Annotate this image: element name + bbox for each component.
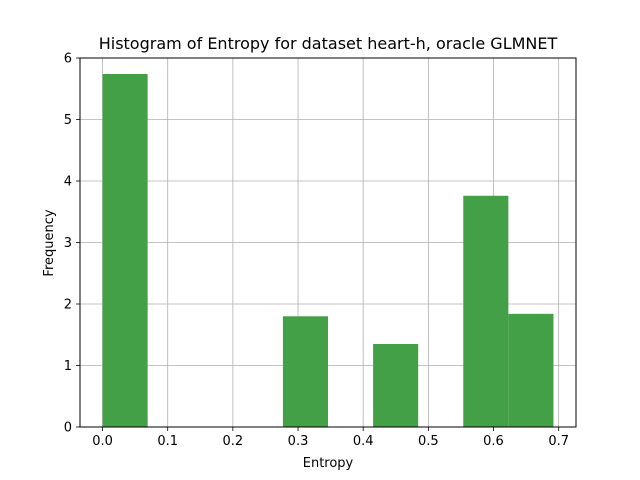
x-tick-label: 0.2 [223,434,244,449]
y-tick-label: 2 [64,298,72,313]
histogram-bar [508,313,554,427]
y-tick-label: 5 [64,113,72,128]
x-tick-label: 0.6 [483,434,504,449]
x-axis-title: Entropy [303,456,354,471]
x-tick-label: 0.0 [92,434,113,449]
histogram-bar [282,316,328,427]
y-tick-label: 3 [64,236,72,251]
bars [102,73,554,428]
y-tick-label: 0 [64,421,72,436]
y-tick-label: 6 [64,52,72,67]
histogram-bar [102,73,148,428]
x-tick-label: 0.5 [418,434,439,449]
x-tick-label: 0.1 [157,434,178,449]
y-tick-label: 1 [64,359,72,374]
x-tick-label: 0.7 [548,434,569,449]
x-tick-label: 0.4 [353,434,374,449]
histogram-bar [373,343,419,427]
chart-title: Histogram of Entropy for dataset heart-h… [99,34,558,53]
histogram-bar [463,195,509,427]
x-tick-label: 0.3 [288,434,309,449]
y-axis: 0 1 2 3 4 5 6 [64,52,80,436]
y-axis-title: Frequency [42,209,57,276]
y-tick-label: 4 [64,175,72,190]
x-axis: 0.0 0.1 0.2 0.3 0.4 0.5 0.6 0.7 [92,427,569,449]
